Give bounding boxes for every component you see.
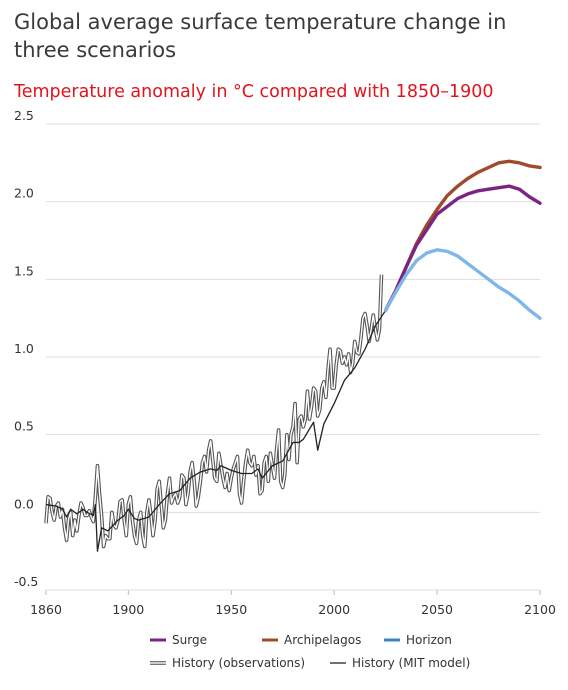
series-line-archipelagos bbox=[383, 159, 542, 313]
x-tick-label-2: 1950 bbox=[215, 602, 247, 617]
legend-label-surge: Surge bbox=[172, 633, 207, 647]
series-line-surge bbox=[383, 184, 542, 313]
legend-label-history-observations: History (observations) bbox=[172, 656, 305, 670]
series-line-history-mit-model bbox=[45, 310, 387, 552]
y-tick-label-4: 0.5 bbox=[14, 419, 34, 434]
y-tick-label-6: -0.5 bbox=[14, 574, 38, 589]
series-line-horizon bbox=[383, 248, 542, 320]
chart-title: Global average surface temperature chang… bbox=[14, 10, 507, 62]
x-tick-label-5: 2100 bbox=[524, 602, 556, 617]
series-line-history-observations-inner bbox=[45, 274, 383, 548]
y-tick-label-0: 2.5 bbox=[14, 108, 34, 123]
y-tick-label-5: 0.0 bbox=[14, 496, 34, 511]
legend-label-archipelagos: Archipelagos bbox=[284, 633, 361, 647]
y-tick-label-1: 2.0 bbox=[14, 186, 34, 201]
x-tick-label-4: 2050 bbox=[421, 602, 453, 617]
legend-label-history-mit-model: History (MIT model) bbox=[352, 656, 470, 670]
legend-label-horizon: Horizon bbox=[406, 633, 452, 647]
x-tick-label-1: 1900 bbox=[112, 602, 144, 617]
chart-subtitle: Temperature anomaly in °C compared with … bbox=[14, 82, 494, 102]
y-tick-label-3: 1.0 bbox=[14, 341, 34, 356]
x-tick-label-0: 1860 bbox=[30, 602, 62, 617]
x-tick-label-3: 2000 bbox=[318, 602, 350, 617]
y-tick-label-2: 1.5 bbox=[14, 263, 34, 278]
